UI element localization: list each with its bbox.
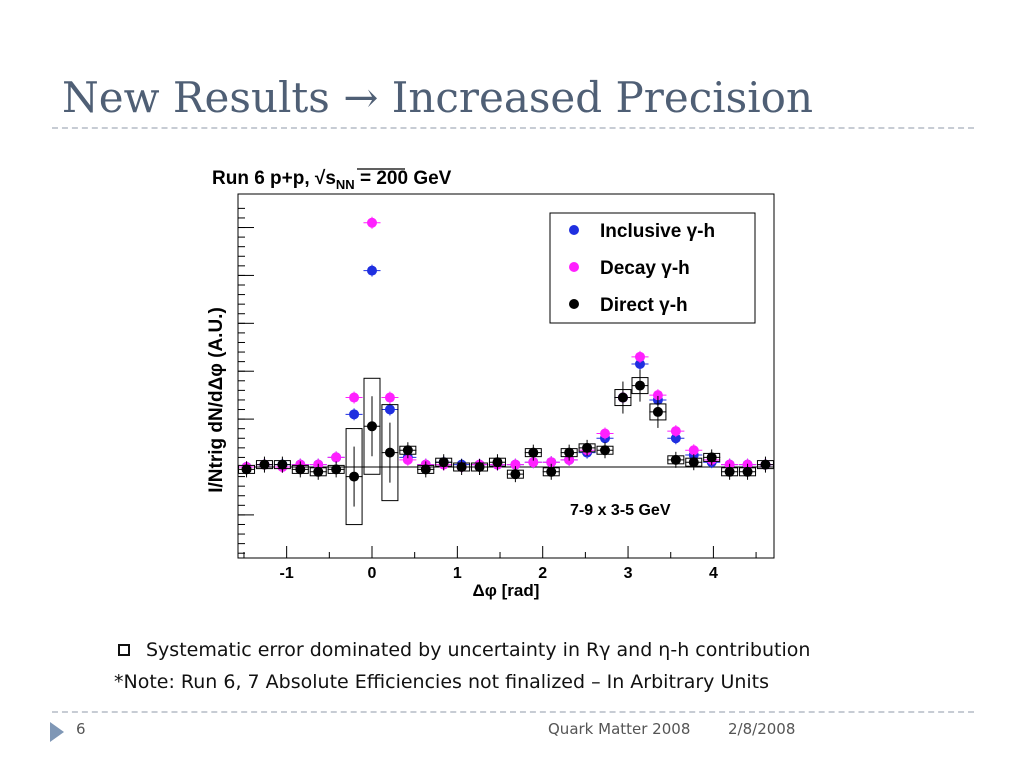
data-point: [277, 459, 288, 470]
x-tick-label: -1: [280, 565, 294, 582]
chart: Run 6 p+p, √sNN = 200 GeV -1 0 1 2 3 4 I/Ntri…: [206, 168, 775, 600]
slide-date: 2/8/2008: [728, 720, 796, 738]
note-text: *Note: Run 6, 7 Absolute Efficiencies no…: [114, 671, 770, 693]
data-point: [582, 442, 593, 453]
chart-annotation: 7-9 x 3-5 GeV: [570, 502, 671, 519]
data-point: [546, 457, 557, 468]
tick-layer: -1 0 1 2 3 4: [238, 207, 757, 582]
systematic-box: [381, 404, 399, 502]
bullet-list: Systematic error dominated by uncertaint…: [114, 634, 974, 698]
data-point: [349, 471, 360, 482]
data-point: [670, 433, 681, 444]
bullet-text: Systematic error dominated by uncertaint…: [146, 639, 811, 661]
data-point: [349, 392, 360, 403]
data-point: [384, 392, 395, 403]
data-point: [367, 421, 377, 432]
data-point: [688, 457, 699, 468]
data-point: [564, 447, 575, 458]
data-point: [635, 359, 645, 370]
legend-marker: [569, 299, 579, 309]
data-point: [528, 457, 539, 468]
data-point: [670, 426, 681, 437]
footer-divider: [52, 711, 974, 713]
data-point: [724, 466, 735, 477]
data-point: [635, 380, 645, 391]
page-number: 6: [76, 720, 86, 738]
plot-frame: [237, 193, 775, 559]
data-point: [670, 454, 681, 465]
data-point: [241, 464, 252, 475]
data-point: [367, 265, 377, 276]
data-point: [635, 351, 645, 362]
x-tick-label: 3: [624, 565, 633, 582]
data-point: [528, 447, 539, 458]
data-point: [384, 404, 395, 415]
data-point: [402, 454, 413, 465]
legend-label: Inclusive γ-h: [600, 221, 715, 242]
data-point: [313, 466, 324, 477]
data-point: [259, 459, 270, 470]
data-point: [600, 428, 611, 439]
data-point: [438, 457, 449, 468]
slide-title: New Results → Increased Precision: [62, 73, 813, 122]
triangle-bullet-icon: [50, 722, 64, 742]
systematic-box: [345, 428, 363, 526]
y-axis-label: I/Ntrig dN/dΔφ (A.U.): [206, 307, 227, 493]
legend-label: Decay γ-h: [600, 258, 690, 279]
bullet-item: Systematic error dominated by uncertaint…: [114, 634, 974, 666]
legend-marker: [569, 225, 579, 235]
legend-marker: [569, 262, 579, 272]
data-point: [349, 409, 360, 420]
note-item: *Note: Run 6, 7 Absolute Efficiencies no…: [114, 666, 974, 698]
systematic-box: [649, 403, 667, 421]
data-point: [295, 464, 306, 475]
data-point: [402, 445, 413, 456]
data-point: [546, 466, 557, 477]
data-point: [600, 445, 611, 456]
x-tick-label: 4: [709, 565, 718, 582]
data-point: [510, 469, 521, 480]
data-point: [706, 452, 717, 463]
data-point: [420, 464, 431, 475]
data-point: [760, 459, 771, 470]
data-point: [492, 457, 503, 468]
systematic-box: [363, 377, 381, 475]
title-divider: [52, 127, 974, 129]
x-tick-label: 0: [368, 565, 377, 582]
data-point: [688, 445, 699, 456]
x-tick-label: 2: [538, 565, 547, 582]
data-point: [331, 464, 342, 475]
data-point: [456, 462, 467, 472]
x-tick-label: 1: [453, 565, 462, 582]
data-point: [742, 466, 753, 477]
x-axis-label: Δφ [rad]: [473, 581, 540, 600]
data-point: [384, 447, 395, 458]
legend: Inclusive γ-h Decay γ-h Direct γ-h: [549, 212, 756, 324]
systematic-box: [631, 377, 649, 395]
data-layer: [238, 216, 774, 526]
data-point: [652, 390, 663, 401]
data-point: [474, 462, 485, 472]
data-point: [367, 217, 377, 228]
conference-name: Quark Matter 2008: [548, 720, 691, 738]
legend-label: Direct γ-h: [600, 295, 688, 316]
legend-box: [549, 212, 756, 324]
data-point: [617, 392, 628, 403]
data-point: [510, 459, 521, 470]
checkbox-bullet-icon: [118, 644, 130, 656]
data-point: [652, 406, 663, 417]
data-point: [331, 452, 342, 463]
systematic-box: [614, 389, 632, 407]
chart-title: Run 6 p+p, √sNN = 200 GeV: [212, 168, 452, 192]
